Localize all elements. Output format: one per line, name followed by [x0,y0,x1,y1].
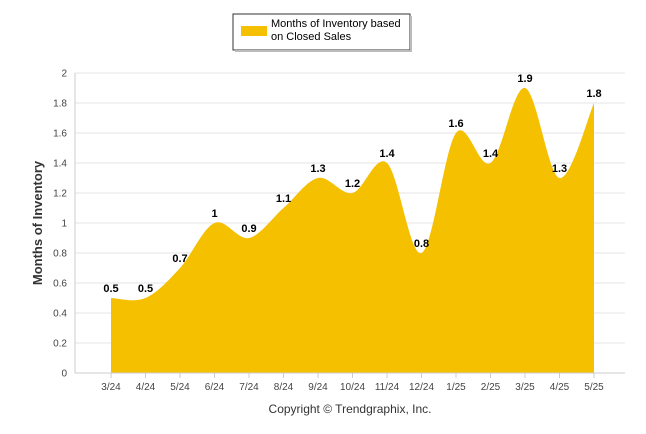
legend-shadow-bottom [235,50,412,52]
x-tick-label: 4/25 [550,382,570,393]
x-tick-label: 3/25 [515,382,535,393]
x-tick-label: 7/24 [239,382,259,393]
data-label: 0.5 [138,283,153,295]
data-label: 1.3 [310,163,325,175]
x-axis-ticks: 3/24 4/24 5/24 6/24 7/24 8/24 9/24 10/24 11/24 12… [101,373,604,393]
data-label: 1.9 [517,73,532,85]
y-tick-label: 0.2 [53,339,67,350]
legend-line-2: on Closed Sales [271,31,352,43]
data-label: 1.4 [483,148,499,160]
legend-line-1: Months of Inventory based [271,18,401,30]
data-label: 0.5 [103,283,118,295]
y-tick-label: 1.2 [53,189,67,200]
y-tick-label: 0.6 [53,279,67,290]
x-tick-label: 4/24 [136,382,156,393]
y-tick-label: 0.4 [53,309,67,320]
data-labels: 0.5 0.5 0.7 1 0.9 1.1 1.3 1.2 1.4 0.8 1.6 1.4 1.9 1.3… [103,73,601,295]
x-tick-label: 10/24 [340,382,365,393]
data-label: 1.2 [345,178,360,190]
y-tick-label: 2 [61,69,67,80]
y-tick-label: 0.8 [53,249,67,260]
data-label: 0.8 [414,238,429,250]
y-tick-label: 1 [61,219,67,230]
y-tick-label: 0 [61,369,67,380]
x-tick-label: 2/25 [481,382,501,393]
y-tick-label: 1.6 [53,129,67,140]
area-series [111,87,594,374]
legend: Months of Inventory based on Closed Sale… [232,13,412,52]
y-axis-title: Months of Inventory [30,160,45,285]
y-axis-ticks: 0 0.2 0.4 0.6 0.8 1 1.2 1.4 1.6 1.8 2 [53,69,67,380]
data-label: 0.9 [241,223,256,235]
data-label: 1.4 [379,148,395,160]
legend-shadow-right [410,16,412,52]
x-tick-label: 3/24 [101,382,121,393]
data-label: 1.3 [552,163,567,175]
data-label: 1.8 [586,88,601,100]
y-tick-label: 1.8 [53,99,67,110]
data-label: 1.1 [276,193,291,205]
data-label: 1 [211,208,217,220]
data-label: 0.7 [172,253,187,265]
x-tick-label: 8/24 [274,382,294,393]
y-tick-label: 1.4 [53,159,67,170]
x-tick-label: 5/25 [584,382,604,393]
x-tick-label: 5/24 [170,382,190,393]
copyright-text: Copyright © Trendgraphix, Inc. [269,402,432,416]
data-label: 1.6 [448,118,463,130]
legend-swatch [241,26,267,36]
x-tick-label: 6/24 [205,382,225,393]
x-tick-label: 1/25 [446,382,466,393]
x-tick-label: 12/24 [409,382,434,393]
x-tick-label: 11/24 [375,382,400,393]
x-tick-label: 9/24 [308,382,328,393]
